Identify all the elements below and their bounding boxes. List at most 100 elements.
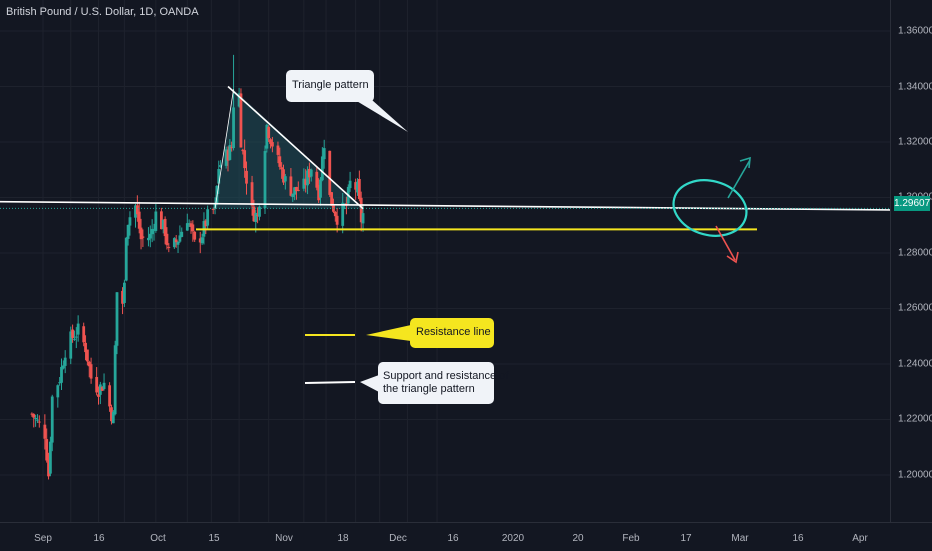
candle-body — [293, 187, 296, 195]
candle-body — [134, 205, 137, 218]
time-tick: Mar — [731, 533, 749, 544]
arrow-down-head — [726, 251, 739, 264]
candle-body — [280, 167, 284, 170]
candle-body — [228, 145, 232, 160]
candle-body — [87, 361, 91, 367]
candle-body — [283, 176, 287, 182]
candle-body — [271, 142, 274, 147]
support-callout-text-2: the triangle pattern — [383, 383, 475, 395]
candle-body — [193, 231, 197, 240]
time-tick: Oct — [150, 533, 166, 544]
candle-body — [37, 421, 41, 423]
time-tick: 16 — [792, 533, 804, 544]
candle-body — [357, 178, 361, 199]
triangle-callout-box — [286, 70, 374, 102]
candle-body — [291, 193, 295, 197]
candle-body — [137, 211, 141, 229]
triangle-area — [215, 89, 364, 209]
drawings — [0, 70, 891, 404]
triangle-callout-pointer — [355, 100, 408, 132]
price-axis[interactable] — [891, 0, 932, 522]
candle-body — [243, 150, 247, 169]
candle-body — [63, 357, 67, 366]
candle-body — [359, 197, 363, 223]
candle-body — [84, 342, 87, 353]
candle-body — [147, 237, 150, 241]
candle-body — [269, 139, 272, 144]
candle-body — [111, 411, 115, 424]
candle-body — [113, 345, 117, 415]
candle-body — [165, 233, 169, 246]
candle-body — [258, 206, 261, 217]
time-axis[interactable] — [0, 522, 932, 551]
arrow-up-head — [739, 156, 751, 169]
triangle-fill — [215, 89, 364, 209]
candle-body — [124, 237, 128, 281]
support-callout-box — [378, 362, 494, 404]
candle-body — [82, 326, 86, 343]
candle-body — [330, 192, 333, 206]
price-tick: 1.26000 — [898, 302, 932, 314]
candle-body — [167, 246, 171, 248]
candle-body — [213, 203, 217, 209]
time-tick: 2020 — [501, 533, 525, 544]
candle-body — [328, 150, 332, 195]
time-tick: 15 — [208, 533, 220, 544]
candle-body — [309, 169, 313, 177]
candle-body — [30, 413, 34, 415]
triangle-upper-line — [227, 85, 364, 210]
candle-body — [50, 396, 54, 443]
time-tick: 18 — [337, 533, 349, 544]
candle-body — [239, 93, 243, 148]
candle-body — [322, 148, 326, 160]
candle-body — [121, 290, 124, 304]
time-tick: 16 — [447, 533, 459, 544]
candle-body — [187, 223, 191, 225]
candle-body — [61, 365, 65, 369]
candle-body — [276, 145, 280, 155]
arrow-down-shaft — [715, 225, 736, 261]
support-callout-pointer — [360, 375, 379, 392]
candle-body — [348, 180, 352, 189]
candle-body — [289, 176, 293, 196]
candle-body — [110, 407, 113, 422]
candle-body — [49, 441, 52, 474]
candle-body — [224, 149, 228, 166]
candle-body — [232, 107, 235, 149]
candle-body — [154, 211, 158, 231]
candle-body — [100, 387, 104, 391]
candle-body — [206, 209, 210, 226]
triangle-callout-text: Triangle pattern — [292, 79, 369, 91]
candle-body — [320, 156, 324, 181]
time-tick: Dec — [389, 533, 407, 544]
candle-body — [95, 376, 99, 393]
candle-body — [354, 182, 358, 190]
candle-body — [58, 382, 62, 384]
candle-body — [148, 233, 152, 239]
candle-body — [76, 323, 80, 335]
candle-body — [174, 239, 178, 243]
price-tick: 1.36000 — [898, 25, 932, 37]
candle-body — [254, 212, 258, 222]
candle-body — [47, 460, 50, 477]
candle-body — [128, 217, 132, 226]
candle-body — [102, 382, 106, 389]
candle-body — [204, 220, 208, 227]
candle-body — [180, 231, 184, 237]
grid — [0, 0, 890, 522]
time-tick: Sep — [34, 533, 52, 544]
resistance-callout-box — [410, 318, 494, 348]
price-axis-separator — [890, 0, 891, 522]
candle-body — [135, 205, 139, 215]
resistance-callout-pointer — [366, 325, 411, 341]
last-price-tag: 1.29607 — [894, 196, 931, 211]
candle-body — [211, 208, 215, 210]
candle-body — [139, 227, 143, 240]
candle-body — [308, 168, 311, 178]
candle-body — [73, 338, 76, 340]
candle-body — [178, 235, 182, 242]
candle-body — [60, 366, 63, 383]
candle-body — [152, 229, 156, 231]
symbol-title: British Pound / U.S. Dollar, 1D, OANDA — [6, 6, 199, 18]
